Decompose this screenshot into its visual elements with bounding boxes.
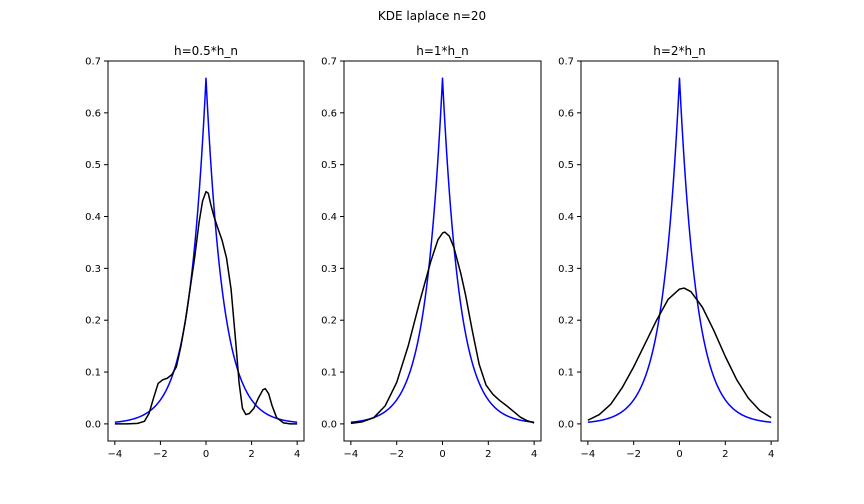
subplot-title: h=2*h_n — [653, 44, 706, 58]
subplot-title: h=0.5*h_n — [174, 44, 238, 58]
y-tick-label: 0.2 — [558, 316, 574, 327]
x-tick-label: 0 — [203, 449, 209, 460]
series-laplace-line — [114, 77, 298, 423]
y-tick-label: 0.0 — [85, 419, 101, 430]
y-tick-label: 0.1 — [85, 368, 101, 379]
axes-frame — [107, 60, 305, 442]
y-tick-label: 0.5 — [321, 160, 337, 171]
y-tick-label: 0.6 — [85, 108, 101, 119]
x-tick-label: 0 — [676, 449, 682, 460]
series-laplace-line — [587, 77, 772, 423]
y-tick-label: 0.7 — [85, 57, 101, 68]
axes-frame — [343, 60, 542, 442]
subplot-2: h=1*h_n 0.0 0.1 0.2 0.3 0.4 0.5 0.6 0.7 −4 −2 0 2 4 — [321, 44, 542, 460]
axes-frame — [580, 60, 779, 442]
subplot-title: h=1*h_n — [416, 44, 469, 58]
x-tick-label: 4 — [768, 449, 774, 460]
x-tick-label: 2 — [248, 449, 254, 460]
y-tick-label: 0.3 — [85, 264, 101, 275]
x-tick-label: −2 — [626, 449, 641, 460]
x-tick-label: 4 — [294, 449, 300, 460]
y-tick-label: 0.4 — [321, 212, 337, 223]
x-tick-label: 2 — [722, 449, 728, 460]
y-tick-label: 0.7 — [558, 57, 574, 68]
y-tick-label: 0.4 — [85, 212, 101, 223]
series-laplace-line — [350, 77, 535, 423]
x-tick-label: −4 — [580, 449, 595, 460]
y-tick-label: 0.1 — [321, 368, 337, 379]
y-tick-label: 0.5 — [85, 160, 101, 171]
y-tick-label: 0.1 — [558, 368, 574, 379]
figure-suptitle: KDE laplace n=20 — [378, 9, 486, 23]
x-tick-label: −2 — [389, 449, 404, 460]
y-tick-label: 0.2 — [85, 316, 101, 327]
subplot-1: h=0.5*h_n 0.0 0.1 0.2 0.3 0.4 0.5 0.6 0.7 −4 −2 0 2 4 — [85, 44, 305, 460]
y-tick-label: 0.6 — [558, 108, 574, 119]
series-kde-line — [350, 231, 535, 425]
y-tick-label: 0.0 — [558, 419, 574, 430]
y-tick-label: 0.5 — [558, 160, 574, 171]
x-tick-label: 0 — [439, 449, 445, 460]
y-tick-label: 0.0 — [321, 419, 337, 430]
subplot-3: h=2*h_n 0.0 0.1 0.2 0.3 0.4 0.5 0.6 0.7 −4 −2 0 2 4 — [558, 44, 779, 460]
series-kde-line — [587, 287, 772, 421]
x-tick-label: −4 — [107, 449, 122, 460]
y-tick-label: 0.2 — [321, 316, 337, 327]
y-tick-label: 0.3 — [321, 264, 337, 275]
y-tick-label: 0.4 — [558, 212, 574, 223]
y-tick-label: 0.3 — [558, 264, 574, 275]
y-tick-label: 0.7 — [321, 57, 337, 68]
x-tick-label: 4 — [531, 449, 537, 460]
y-tick-label: 0.6 — [321, 108, 337, 119]
x-tick-label: −4 — [343, 449, 358, 460]
x-tick-label: 2 — [485, 449, 491, 460]
x-tick-label: −2 — [153, 449, 168, 460]
series-kde-line — [114, 190, 298, 425]
